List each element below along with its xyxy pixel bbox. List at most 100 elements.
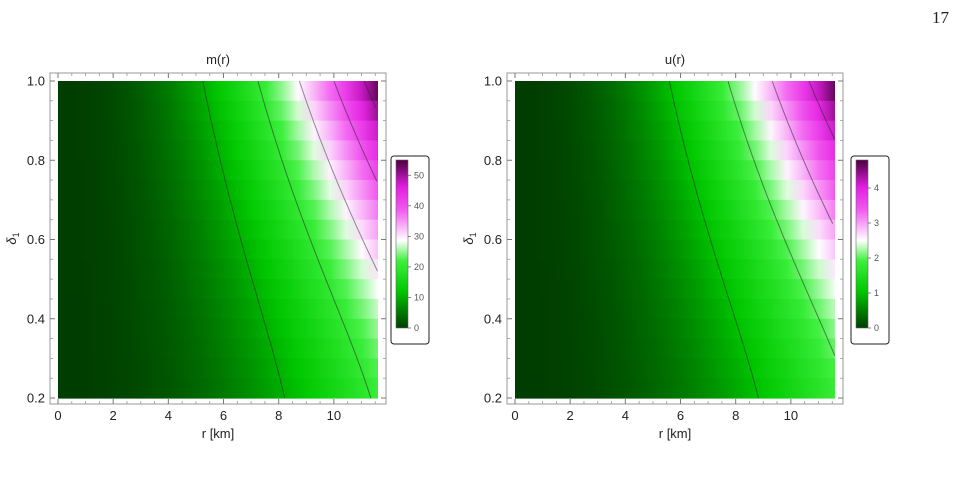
heatmap-row bbox=[515, 259, 835, 280]
x-tick-label: 4 bbox=[622, 408, 629, 423]
x-tick-label: 6 bbox=[220, 408, 227, 423]
y-tick-label: 0.6 bbox=[484, 232, 502, 247]
colorbar-tick-label: 50 bbox=[414, 170, 424, 180]
colorbar-gradient bbox=[855, 159, 869, 329]
x-tick-label: 8 bbox=[275, 408, 282, 423]
x-axis-label: r [km] bbox=[202, 426, 235, 441]
colorbar-tick-label: 3 bbox=[874, 218, 879, 228]
heatmap-row bbox=[58, 318, 378, 340]
y-tick-label: 0.8 bbox=[27, 153, 45, 168]
heatmap-row bbox=[58, 199, 378, 221]
page-number: 17 bbox=[932, 8, 949, 27]
colorbar-tick-label: 40 bbox=[414, 201, 424, 211]
heatmap-row bbox=[58, 120, 378, 142]
colorbar-tick-label: 30 bbox=[414, 231, 424, 241]
heatmap-row bbox=[58, 338, 378, 359]
contour-lines bbox=[202, 80, 378, 399]
contour-line bbox=[808, 80, 836, 140]
chart-m-of-r: 0 2 4 6 8 100.20.40.60.81.0m(r)r [km]δ1010203… bbox=[4, 52, 430, 441]
heatmap-row bbox=[515, 298, 835, 320]
heatmap-row bbox=[58, 259, 378, 280]
y-tick-label: 0.2 bbox=[484, 391, 502, 406]
heatmap-row bbox=[515, 160, 835, 181]
y-tick-label: 0.6 bbox=[27, 232, 45, 247]
y-axis: 0.2 0.4 0.6 0.8 1.0 bbox=[27, 74, 386, 406]
heatmap-row bbox=[58, 358, 378, 379]
y-tick-label: 0.2 bbox=[27, 391, 45, 406]
heatmap-row bbox=[58, 219, 378, 241]
chart-title: u(r) bbox=[665, 52, 685, 67]
colorbar: 0 10 20 30 40 50 bbox=[390, 155, 430, 345]
y-axis-label: δ1 bbox=[461, 232, 478, 244]
y-axis-label-sub: 1 bbox=[11, 232, 21, 237]
x-tick-label: 10 bbox=[784, 408, 798, 423]
x-tick-label: 2 bbox=[567, 408, 574, 423]
x-tick-label: 8 bbox=[732, 408, 739, 423]
y-axis-label-sub: 1 bbox=[468, 232, 478, 237]
x-axis: 0 2 4 6 8 10 bbox=[54, 73, 376, 423]
heatmap-row bbox=[515, 318, 835, 340]
colorbar-tick-label: 1 bbox=[874, 288, 879, 298]
x-tick-label: 0 bbox=[511, 408, 518, 423]
heatmap-row bbox=[515, 199, 835, 221]
colorbar-tick-label: 10 bbox=[414, 292, 424, 302]
contour-line bbox=[257, 80, 372, 399]
heatmap-row bbox=[58, 239, 378, 260]
y-tick-label: 0.8 bbox=[484, 153, 502, 168]
heatmap-row bbox=[58, 279, 378, 300]
chart-title: m(r) bbox=[206, 52, 230, 67]
y-axis: 0.2 0.4 0.6 0.8 1.0 bbox=[484, 74, 843, 406]
heatmap-surface bbox=[58, 81, 378, 399]
heatmap-row bbox=[515, 358, 835, 379]
heatmap-row bbox=[515, 378, 835, 399]
contour-line bbox=[363, 80, 377, 108]
plot-frame bbox=[49, 72, 387, 405]
colorbar-tick-label: 0 bbox=[874, 323, 879, 333]
colorbar: 0 1 2 3 4 bbox=[850, 155, 890, 345]
y-tick-label: 0.4 bbox=[27, 311, 45, 326]
contour-lines bbox=[668, 80, 836, 399]
x-tick-label: 6 bbox=[677, 408, 684, 423]
heatmap-row bbox=[58, 160, 378, 181]
x-axis-label: r [km] bbox=[659, 426, 692, 441]
heatmap-row bbox=[58, 100, 378, 122]
x-tick-label: 2 bbox=[110, 408, 117, 423]
heatmap-row bbox=[515, 100, 835, 122]
y-axis-label-main: δ bbox=[461, 237, 476, 245]
contour-line bbox=[298, 80, 378, 272]
x-tick-label: 0 bbox=[54, 408, 61, 423]
contour-line bbox=[771, 80, 834, 224]
y-tick-label: 0.4 bbox=[484, 311, 502, 326]
heatmap-row bbox=[515, 219, 835, 241]
colorbar-gradient bbox=[395, 159, 409, 329]
colorbar-tick-label: 2 bbox=[874, 253, 879, 263]
y-tick-label: 1.0 bbox=[484, 74, 502, 89]
heatmap-row bbox=[515, 239, 835, 260]
y-tick-label: 1.0 bbox=[27, 74, 45, 89]
contour-line bbox=[333, 80, 378, 182]
heatmap-row bbox=[515, 279, 835, 300]
x-tick-label: 4 bbox=[165, 408, 172, 423]
y-axis-label-main: δ bbox=[4, 237, 19, 245]
heatmap-row bbox=[515, 338, 835, 359]
heatmap-row bbox=[58, 81, 378, 102]
heatmap-row bbox=[515, 81, 835, 102]
colorbar-tick-label: 4 bbox=[874, 183, 879, 193]
y-axis-label: δ1 bbox=[4, 232, 21, 244]
heatmap-row bbox=[515, 140, 835, 161]
heatmap-row bbox=[58, 180, 378, 201]
heatmap-row bbox=[58, 378, 378, 399]
x-axis: 0 2 4 6 8 10 bbox=[511, 73, 833, 423]
heatmap-row bbox=[58, 298, 378, 320]
contour-line bbox=[202, 80, 286, 399]
heatmap-row bbox=[515, 180, 835, 201]
plot-frame bbox=[506, 72, 844, 405]
contour-line bbox=[668, 80, 759, 399]
x-tick-label: 10 bbox=[327, 408, 341, 423]
heatmap-row bbox=[515, 120, 835, 142]
colorbar-tick-label: 20 bbox=[414, 262, 424, 272]
colorbar-tick-label: 0 bbox=[414, 323, 419, 333]
heatmap-surface bbox=[515, 81, 835, 399]
